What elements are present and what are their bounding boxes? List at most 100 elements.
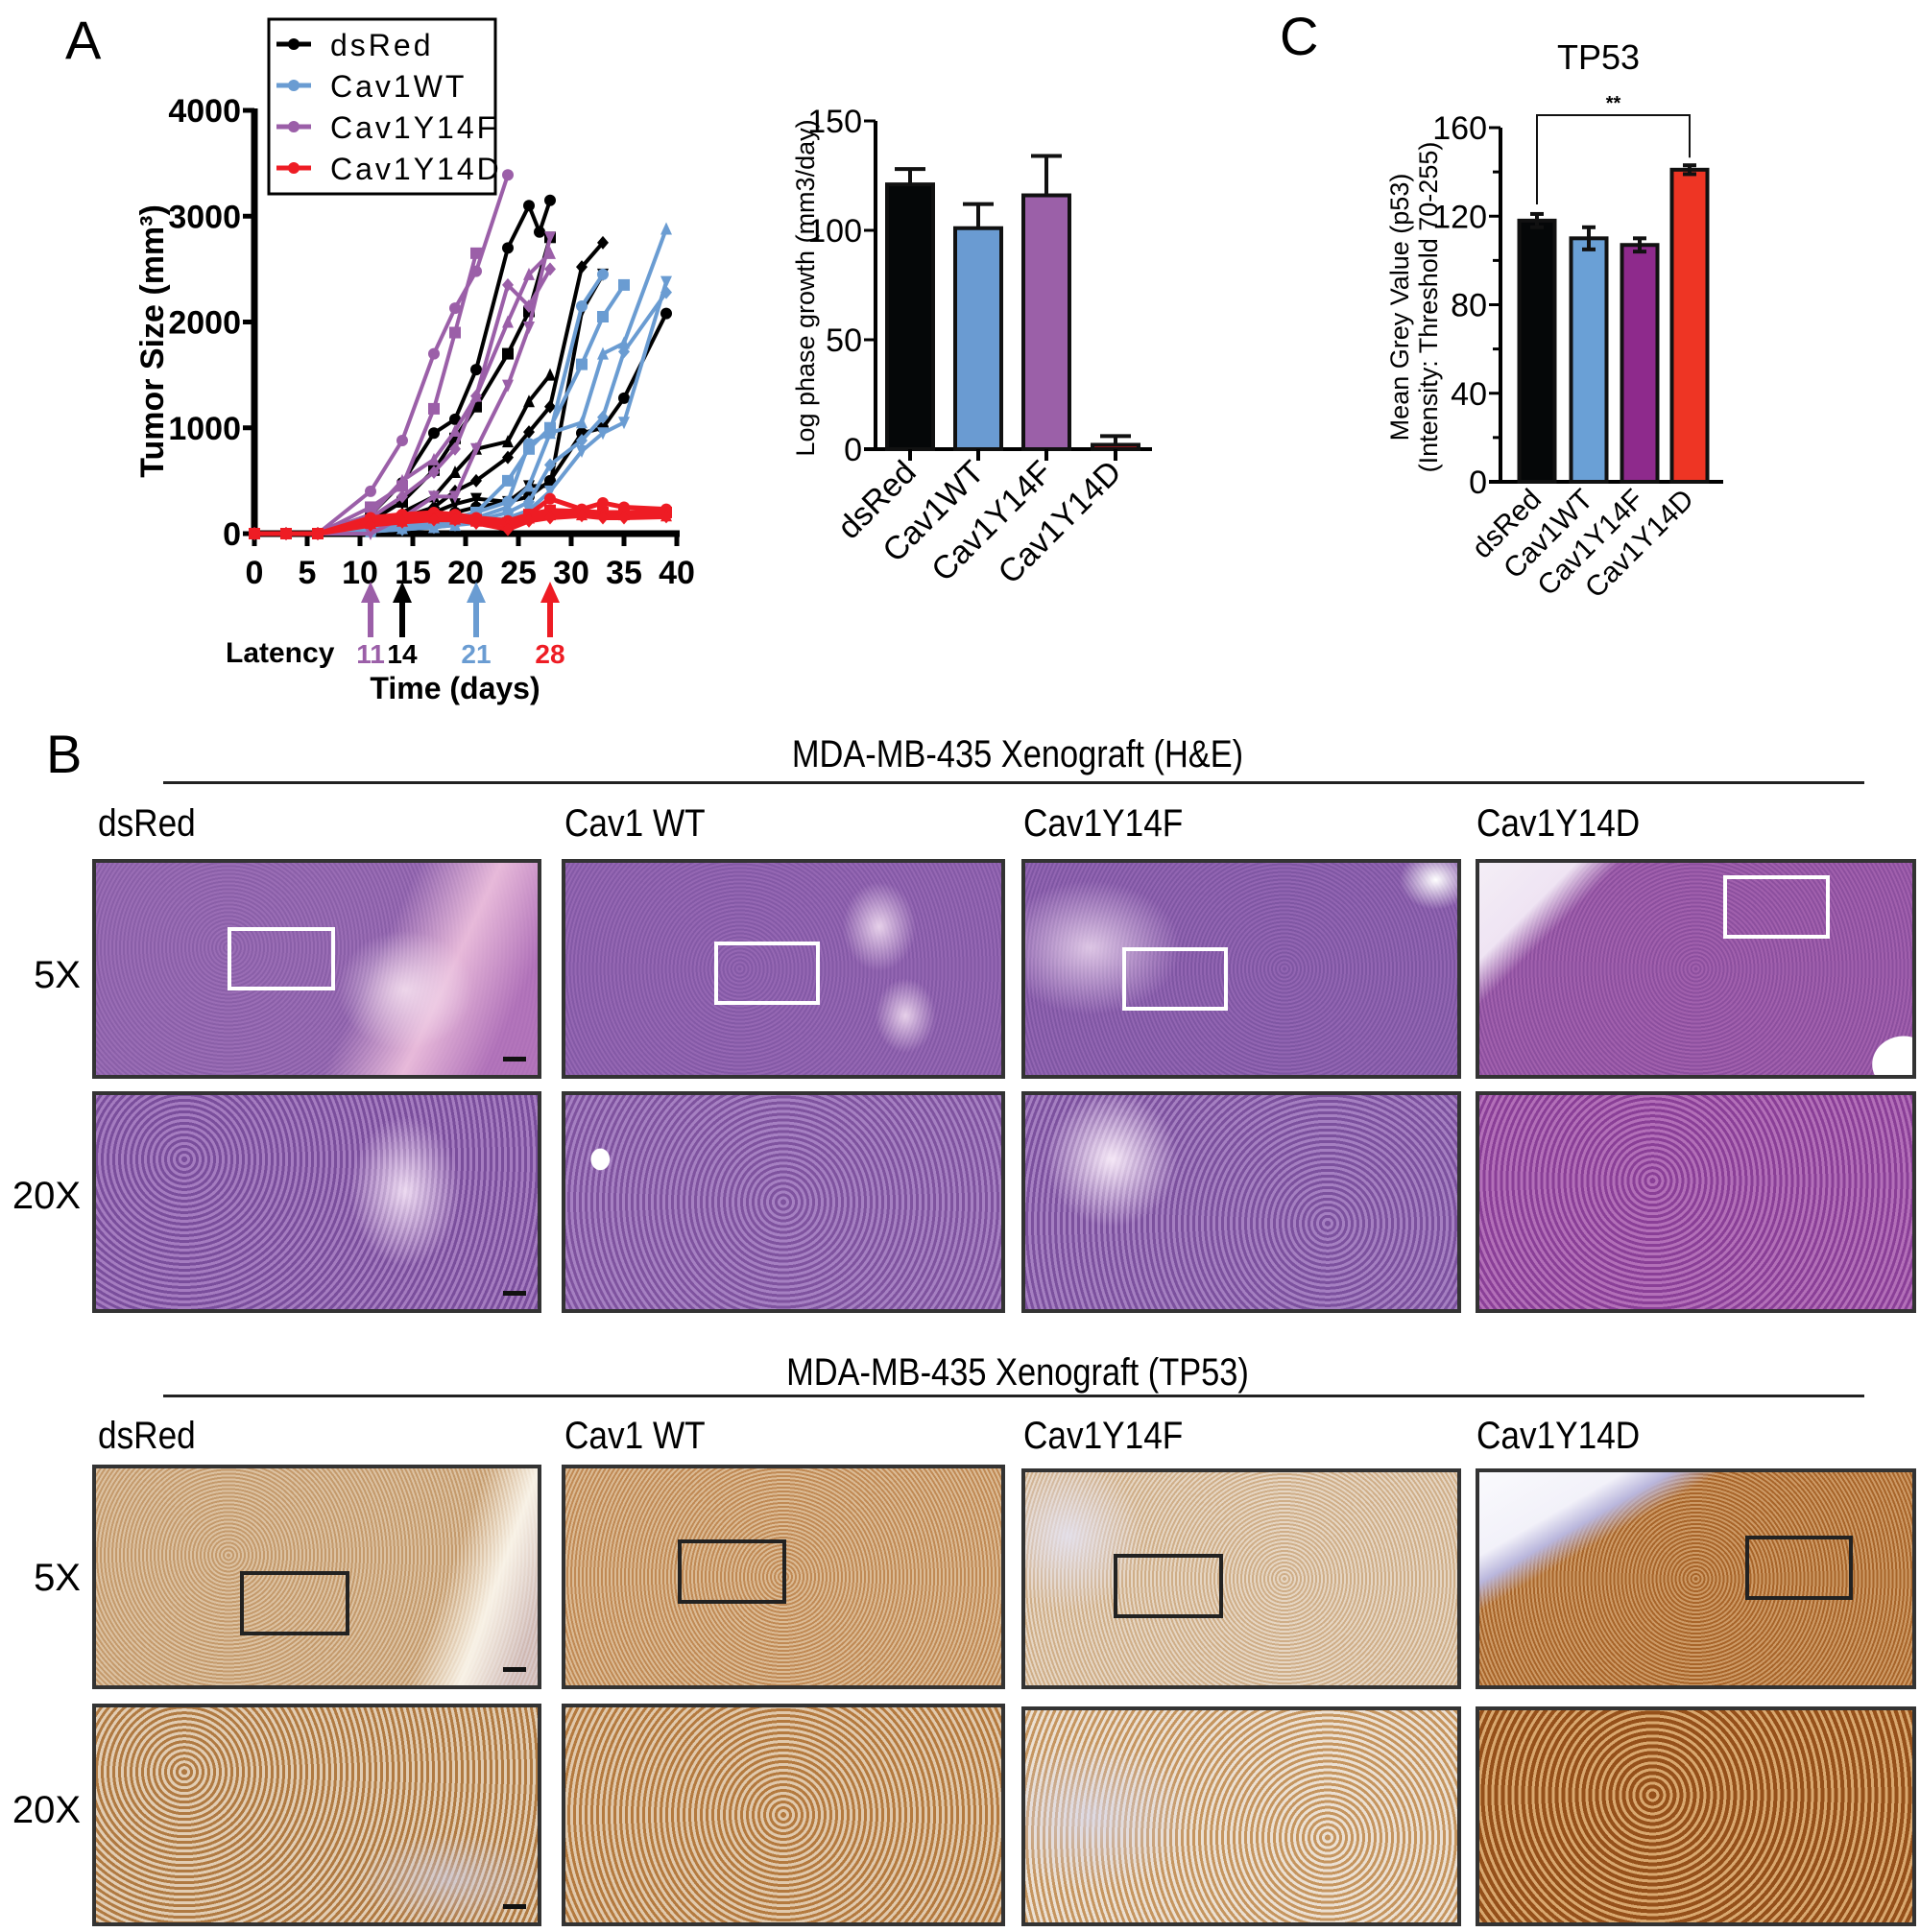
he-20x-cav1y14f-image <box>1021 1091 1461 1313</box>
tp53-20x-dsred-image <box>92 1704 541 1926</box>
zoom-region-box <box>714 942 820 1005</box>
tp53-col-cav1y14d: Cav1Y14D <box>1476 1415 1641 1457</box>
bar-dsred <box>885 167 935 451</box>
y-axis-label: Log phase growth (mm3/day) <box>791 119 820 456</box>
zoom-region-box <box>1723 875 1830 939</box>
bar-cav1wt <box>1569 225 1609 484</box>
zoom-region-box <box>678 1539 786 1604</box>
he-row-5x: 5X <box>34 954 81 996</box>
tp53-20x-cav1y14d-image <box>1476 1706 1916 1926</box>
tp53-col-cav1y14f: Cav1Y14F <box>1023 1415 1184 1457</box>
tp53-row-5x: 5X <box>34 1557 81 1599</box>
y-axis-label-secondary: (Intensity: Threshold 70-255) <box>1414 142 1443 473</box>
he-20x-dsred-image <box>92 1091 541 1313</box>
y-tick-label: 0 <box>844 432 862 468</box>
he-20x-cav1wt-image <box>562 1091 1005 1313</box>
chart-title: TP53 <box>1557 37 1640 77</box>
zoom-region-box <box>228 927 335 990</box>
y-tick-label: 80 <box>1451 288 1487 324</box>
bar-cav1y14f <box>1021 154 1071 452</box>
tp53-5x-dsred-image <box>92 1465 541 1689</box>
latency-value: 14 <box>387 639 418 669</box>
significance-bracket: ** <box>1536 93 1691 204</box>
log-phase-growth-bar-chart: 050100150dsRedCav1WTCav1Y14FCav1Y14DLog … <box>791 104 1152 591</box>
y-tick-label: 1000 <box>168 411 241 447</box>
y-axis-label: Tumor Size (mm³) <box>134 204 171 478</box>
tp53-grey-value-bar-chart: 04080120160dsRedCav1WTCav1Y14FCav1Y14DTP… <box>1385 37 1723 605</box>
tp53-5x-cav1y14d-image <box>1476 1468 1916 1689</box>
x-tick-label: 5 <box>299 555 317 591</box>
x-tick-label: 20 <box>447 555 484 591</box>
he-20x-cav1y14d-image <box>1476 1091 1916 1313</box>
y-tick-label: 120 <box>1432 199 1487 235</box>
x-tick-label: 40 <box>659 555 695 591</box>
y-tick-label: 160 <box>1432 110 1487 147</box>
legend-label: Cav1Y14F <box>330 110 498 145</box>
y-tick-label: 100 <box>807 213 862 250</box>
tp53-row-20x: 20X <box>12 1789 81 1831</box>
y-tick-label: 0 <box>1469 465 1487 501</box>
he-row-20x: 20X <box>12 1175 81 1217</box>
scale-bar <box>503 1057 526 1061</box>
y-axis-label: Mean Grey Value (p53) <box>1385 174 1414 441</box>
legend: dsRed Cav1WT Cav1Y14F Cav1Y14D <box>267 17 502 196</box>
scale-bar <box>503 1667 526 1672</box>
y-tick-label: 150 <box>807 104 862 140</box>
legend-label: Cav1Y14D <box>330 152 502 186</box>
he-col-cav1wt: Cav1 WT <box>564 802 706 845</box>
y-tick-label: 40 <box>1451 376 1487 413</box>
tp53-20x-cav1wt-image <box>562 1704 1005 1926</box>
x-tick-label: 25 <box>500 555 537 591</box>
y-tick-label: 2000 <box>168 305 241 342</box>
panel-a-label: A <box>65 10 102 70</box>
he-section-rule <box>163 781 1864 784</box>
series-cav1y14d <box>249 509 672 540</box>
latency-value: 21 <box>461 639 491 669</box>
panel-b-label: B <box>46 724 83 784</box>
bar-dsred <box>1517 211 1557 485</box>
x-tick-label: 30 <box>553 555 589 591</box>
zoom-region-box <box>1745 1536 1853 1600</box>
he-5x-dsred-image <box>92 859 541 1079</box>
significance-label: ** <box>1606 93 1621 114</box>
x-tick-label: 0 <box>246 555 264 591</box>
y-tick-label: 0 <box>223 516 241 553</box>
he-5x-cav1wt-image <box>562 859 1005 1079</box>
bar-cav1y14d <box>1669 163 1710 484</box>
x-tick-label: 15 <box>395 555 431 591</box>
he-5x-cav1y14d-image <box>1476 859 1916 1079</box>
he-col-dsred: dsRed <box>98 802 196 845</box>
tp53-5x-cav1y14f-image <box>1021 1468 1461 1689</box>
bar-cav1y14f <box>1620 236 1660 484</box>
tp53-col-cav1wt: Cav1 WT <box>564 1415 706 1457</box>
latency-annotation: Latency 11 14 21 28 <box>226 582 565 669</box>
y-tick-label: 3000 <box>168 199 241 235</box>
x-tick-label: 35 <box>606 555 642 591</box>
x-axis-label: Time (days) <box>370 671 540 705</box>
tp53-section-rule <box>163 1395 1864 1397</box>
scale-bar <box>503 1291 526 1296</box>
zoom-region-box <box>240 1571 349 1635</box>
y-tick-label: 4000 <box>168 93 241 130</box>
latency-label: Latency <box>226 637 335 669</box>
bar-cav1y14d <box>1091 434 1140 452</box>
legend-label: Cav1WT <box>330 69 467 104</box>
tp53-5x-cav1wt-image <box>562 1465 1005 1689</box>
tp53-col-dsred: dsRed <box>98 1415 196 1457</box>
zoom-region-box <box>1122 947 1228 1011</box>
bar-cav1wt <box>953 202 1003 451</box>
x-tick-label: 10 <box>342 555 378 591</box>
he-5x-cav1y14f-image <box>1021 859 1461 1079</box>
panel-c-label: C <box>1280 6 1319 66</box>
he-col-cav1y14d: Cav1Y14D <box>1476 802 1641 845</box>
he-col-cav1y14f: Cav1Y14F <box>1023 802 1184 845</box>
latency-value: 28 <box>535 639 564 669</box>
scale-bar <box>503 1904 526 1909</box>
legend-label: dsRed <box>330 28 434 62</box>
tp53-section-title: MDA-MB-435 Xenograft (TP53) <box>786 1351 1249 1394</box>
zoom-region-box <box>1114 1554 1223 1618</box>
series-dsred <box>249 235 609 540</box>
tp53-20x-cav1y14f-image <box>1021 1706 1461 1926</box>
latency-value: 11 <box>356 639 385 669</box>
